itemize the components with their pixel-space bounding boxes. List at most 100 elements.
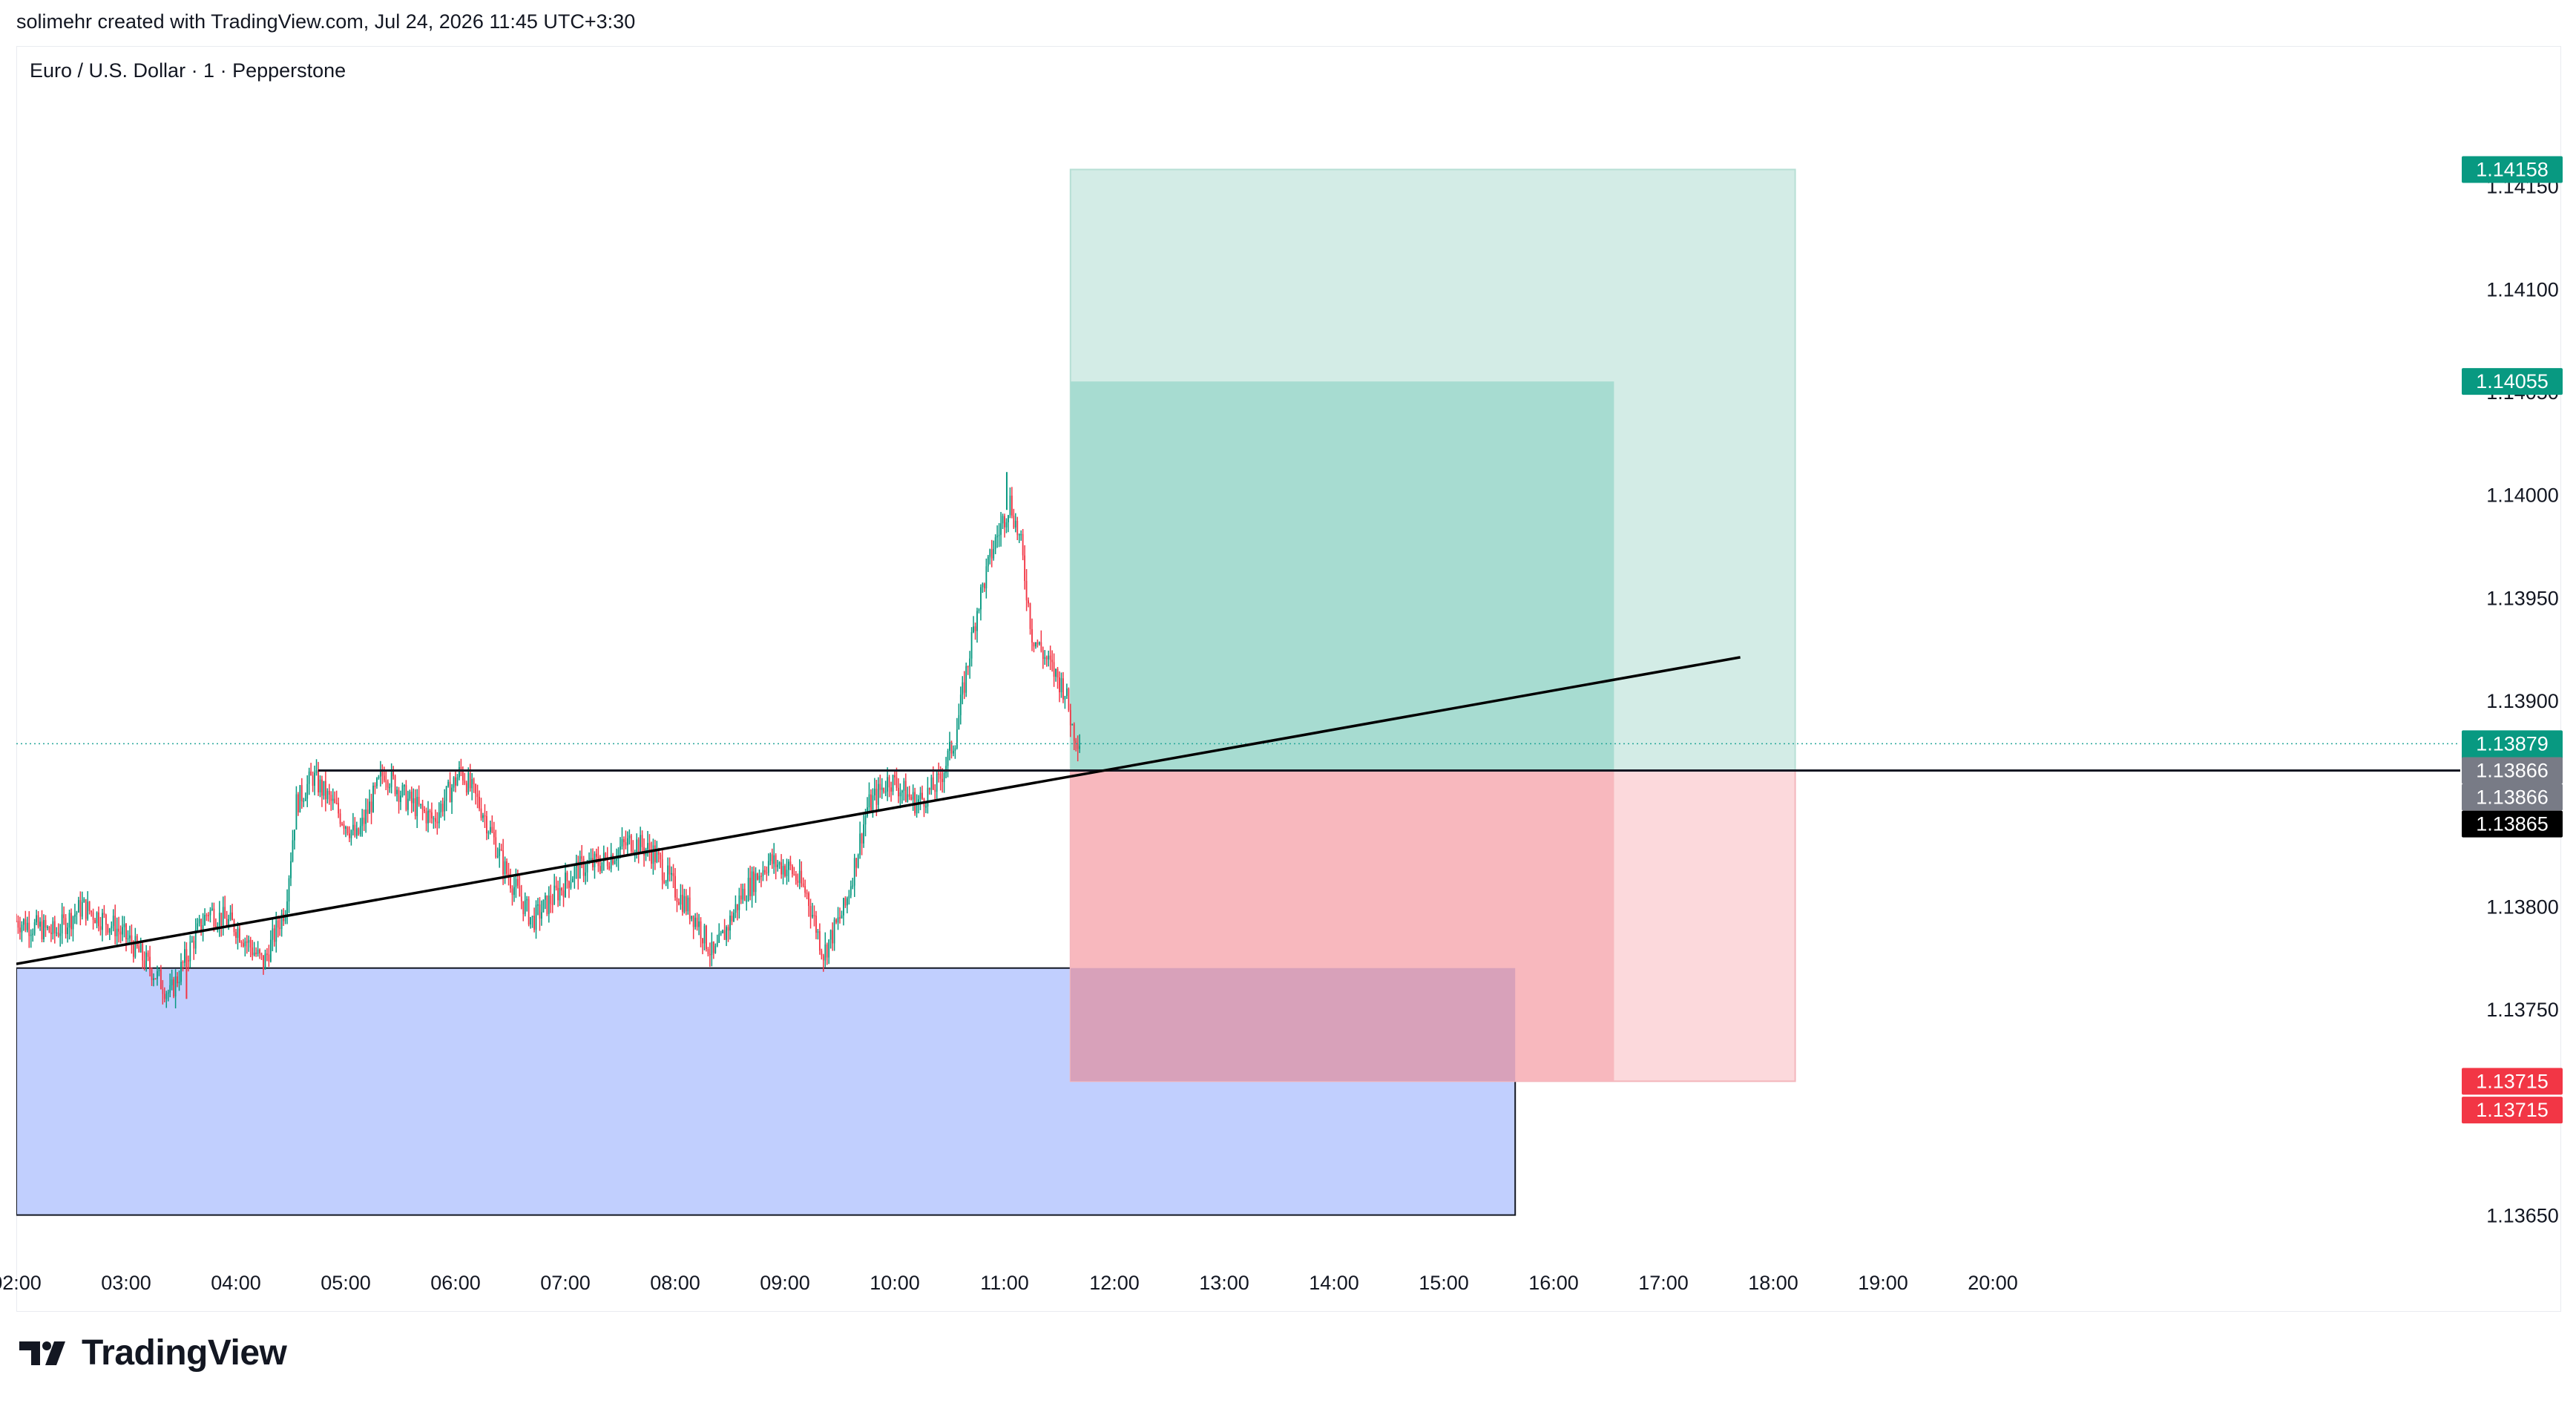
- candle: [253, 942, 255, 957]
- candle: [434, 809, 436, 829]
- candle: [841, 910, 843, 919]
- candle-body: [143, 960, 145, 968]
- candle-body: [647, 843, 648, 850]
- candle: [1071, 723, 1074, 726]
- x-tick-label: 16:00: [1528, 1272, 1579, 1294]
- candle: [57, 923, 59, 938]
- candle-body: [970, 632, 973, 659]
- candle-body: [198, 919, 200, 924]
- candle-body: [1068, 688, 1070, 710]
- candle: [881, 778, 883, 799]
- x-tick-label: 02:00: [0, 1272, 42, 1294]
- candle: [171, 969, 173, 991]
- candle-body: [138, 946, 140, 953]
- candle-body: [852, 885, 854, 887]
- candle-body: [661, 858, 663, 881]
- candle-body: [1013, 516, 1015, 528]
- candle: [818, 923, 821, 955]
- candle: [108, 927, 111, 940]
- candle-body: [1018, 534, 1020, 536]
- candle-body: [425, 811, 427, 824]
- candle: [358, 827, 360, 836]
- candle: [198, 915, 200, 927]
- candle-body: [982, 583, 984, 588]
- candle-body: [985, 566, 988, 588]
- candle-body: [747, 878, 749, 901]
- candle: [1075, 738, 1077, 752]
- candle-body: [740, 895, 742, 900]
- candle-body: [998, 534, 1000, 536]
- candle-body: [833, 919, 835, 944]
- candle-body: [98, 912, 99, 927]
- candle-body: [657, 852, 660, 855]
- candle-body: [678, 901, 680, 905]
- candle-body: [306, 784, 309, 799]
- candle-body: [703, 925, 706, 944]
- candle-body: [769, 854, 772, 861]
- tradingview-brand[interactable]: TradingView: [19, 1333, 287, 1373]
- candle-body: [942, 778, 944, 783]
- candle-body: [114, 916, 116, 936]
- price-label-text: 1.13866: [2476, 759, 2549, 781]
- candle: [451, 784, 453, 815]
- candle: [418, 785, 420, 807]
- candle-body: [272, 928, 274, 940]
- candle: [149, 945, 151, 977]
- candle: [844, 896, 847, 908]
- candle-body: [324, 781, 326, 800]
- candle: [923, 798, 925, 818]
- candle: [359, 818, 361, 837]
- candle: [420, 804, 422, 809]
- candle-body: [504, 861, 506, 875]
- candle-body: [460, 766, 462, 769]
- candle-body: [191, 940, 193, 942]
- candle-body: [396, 789, 398, 795]
- candle-body: [224, 907, 226, 919]
- candle: [233, 919, 235, 936]
- candle: [1059, 671, 1060, 703]
- chart-pane[interactable]: [16, 46, 2561, 1312]
- price-label-text: 1.13866: [2476, 786, 2549, 809]
- candle: [224, 896, 226, 919]
- candle: [416, 789, 418, 829]
- candle-body: [671, 873, 672, 875]
- candle: [777, 859, 779, 872]
- candle: [387, 779, 389, 795]
- candle-body: [416, 797, 418, 816]
- candle: [63, 906, 65, 925]
- candle: [786, 858, 788, 885]
- candle-body: [861, 833, 863, 844]
- candle-body: [570, 882, 572, 888]
- candle-body: [252, 947, 254, 956]
- candle-body: [479, 797, 480, 809]
- candle: [112, 909, 114, 932]
- candle-body: [775, 855, 777, 867]
- candle-body: [608, 866, 611, 869]
- candle: [833, 917, 835, 951]
- candle: [312, 771, 314, 792]
- candle: [1038, 641, 1040, 646]
- candle: [107, 924, 109, 936]
- candle: [56, 927, 58, 937]
- candle-body: [672, 873, 674, 876]
- candle-body: [341, 824, 343, 825]
- candle-body: [334, 798, 336, 804]
- candle: [431, 802, 433, 824]
- price-label-bg: [2462, 757, 2563, 784]
- candle: [321, 775, 323, 807]
- candle: [714, 943, 717, 954]
- candle: [561, 887, 562, 896]
- candle: [279, 918, 281, 936]
- candle-body: [361, 818, 364, 827]
- candle-body: [30, 934, 32, 936]
- candle: [184, 942, 185, 968]
- candle-body: [26, 922, 28, 930]
- candle: [899, 783, 901, 809]
- candle-body: [87, 901, 89, 919]
- candle-body: [956, 729, 958, 749]
- candle-body: [813, 915, 815, 916]
- candle-body: [335, 803, 338, 804]
- candle-body: [394, 775, 396, 795]
- candle: [965, 663, 967, 697]
